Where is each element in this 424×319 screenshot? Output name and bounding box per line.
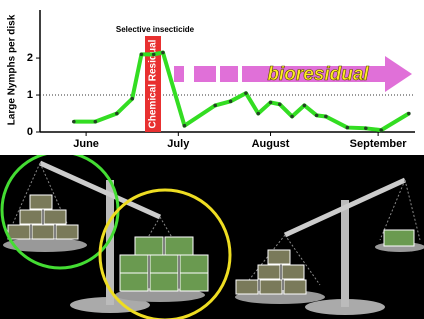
arrow-block (220, 66, 238, 82)
point (244, 91, 248, 95)
y-tick-label: 1 (27, 89, 33, 101)
point (130, 97, 134, 101)
point (94, 120, 98, 124)
point (269, 101, 273, 105)
y-tick-label: 2 (27, 52, 33, 64)
point (407, 112, 411, 116)
point (229, 100, 233, 104)
point (346, 126, 350, 130)
point (72, 120, 76, 124)
point (324, 115, 328, 119)
point (140, 53, 144, 57)
annotation: bioresidual (267, 64, 369, 85)
x-tick-label: July (167, 138, 190, 150)
annotation: Selective insecticide (116, 25, 195, 34)
x-tick-label: June (73, 138, 99, 150)
point (379, 128, 383, 132)
point (315, 114, 319, 118)
point (278, 102, 282, 106)
point (161, 51, 165, 55)
point (364, 127, 368, 131)
chart: Large Nymphs per disk 0 1 2 June July August S… (0, 0, 424, 155)
point (183, 124, 187, 128)
point (152, 53, 156, 57)
point (290, 115, 294, 119)
arrow-block (194, 66, 216, 82)
x-tick-label: September (350, 138, 408, 150)
point (213, 104, 217, 108)
y-tick-label: 0 (27, 126, 33, 138)
y-axis-label: Large Nymphs per disk (7, 14, 18, 125)
illustration (0, 155, 424, 319)
arrow-block (174, 66, 184, 82)
point (256, 112, 260, 116)
point (115, 112, 119, 116)
point (303, 104, 307, 108)
slide: Large Nymphs per disk 0 1 2 June July August S… (0, 0, 424, 319)
x-tick-label: August (252, 138, 290, 150)
